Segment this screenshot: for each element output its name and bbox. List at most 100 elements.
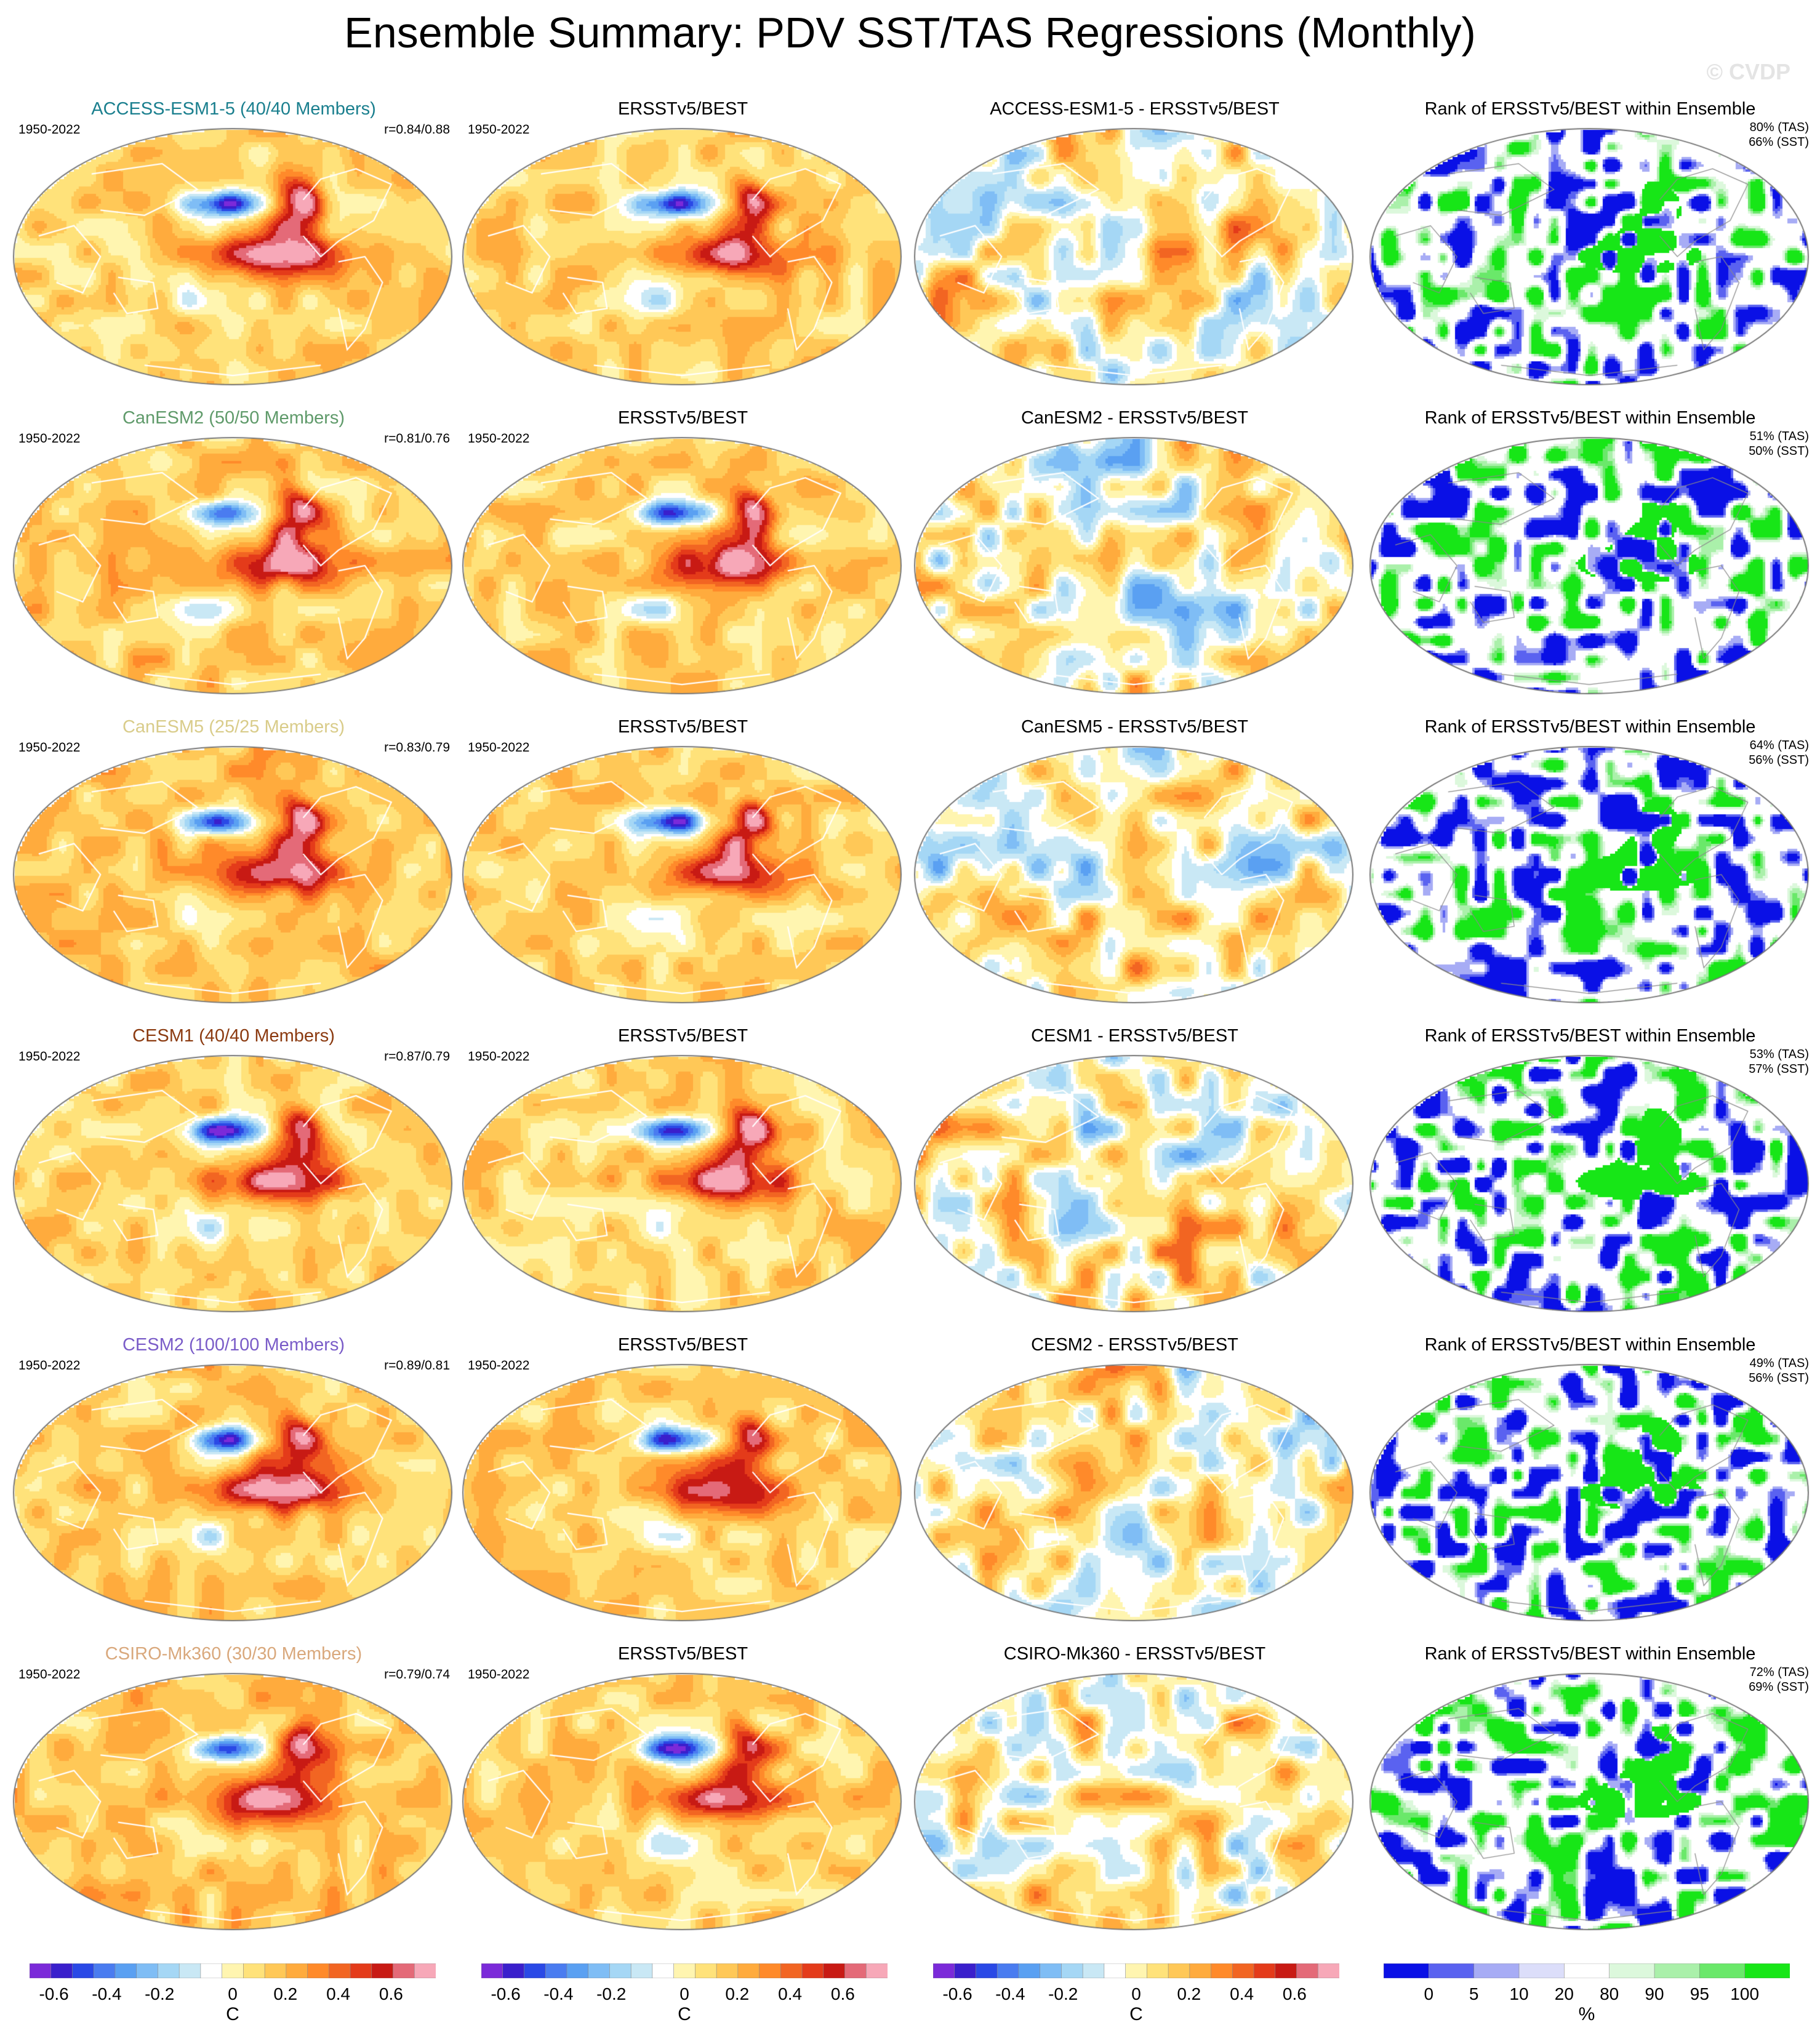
- colorbar-tick-label: 0.2: [725, 1984, 750, 2003]
- panel-title: Rank of ERSSTv5/BEST within Ensemble: [1424, 99, 1756, 119]
- difference-map: [913, 745, 1354, 1004]
- colorbar-swatch: [371, 1963, 394, 1979]
- colorbar-swatch: [588, 1963, 611, 1979]
- colorbar-swatch: [1040, 1963, 1062, 1979]
- colorbar-tick-label: 0: [679, 1984, 689, 2003]
- colorbar-rank: 0 5 10 20 80 90 95 100%: [1383, 1963, 1790, 2037]
- colorbar-tick-label: 10: [1509, 1984, 1529, 2003]
- rank-map: [1369, 127, 1810, 386]
- panel-title: CanESM5 (25/25 Members): [122, 717, 345, 737]
- map-panel: CanESM2 (50/50 Members)1950-2022r=0.81/0…: [6, 404, 461, 713]
- colorbar-swatch: [502, 1963, 525, 1979]
- panel-title: ACCESS-ESM1-5 - ERSSTv5/BEST: [990, 99, 1280, 119]
- regression-map: [462, 1054, 902, 1313]
- map-panel: ERSSTv5/BEST1950-2022: [455, 95, 910, 404]
- colorbar-swatch: [566, 1963, 589, 1979]
- map-panel: ERSSTv5/BEST1950-2022: [455, 404, 910, 713]
- colorbar-tick-label: 0.4: [778, 1984, 803, 2003]
- colorbar-swatch: [1275, 1963, 1297, 1979]
- colorbar-swatch: [630, 1963, 653, 1979]
- colorbar-swatch: [1473, 1963, 1520, 1979]
- map-panel: CanESM5 (25/25 Members)1950-2022r=0.83/0…: [6, 713, 461, 1022]
- figure-title: Ensemble Summary: PDV SST/TAS Regression…: [344, 9, 1476, 57]
- colorbar-unit: C: [678, 2004, 691, 2024]
- regression-map: [462, 127, 902, 386]
- colorbar-swatch: [1383, 1963, 1430, 1979]
- regression-map: [12, 745, 453, 1004]
- colorbar-tick-label: 95: [1690, 1984, 1709, 2003]
- colorbar-swatch: [1609, 1963, 1655, 1979]
- colorbar-swatch: [695, 1963, 717, 1979]
- colorbar-swatch: [1018, 1963, 1041, 1979]
- colorbar-tick-label: 80: [1600, 1984, 1619, 2003]
- map-panel: CSIRO-Mk360 - ERSSTv5/BEST: [907, 1640, 1362, 1949]
- map-panel: CanESM2 - ERSSTv5/BEST: [907, 404, 1362, 713]
- colorbar-swatch: [1296, 1963, 1319, 1979]
- regression-map: [12, 436, 453, 695]
- colorbar-tick-label: -0.4: [543, 1984, 574, 2003]
- colorbar-swatch: [481, 1963, 503, 1979]
- colorbar-swatch: [932, 1963, 955, 1979]
- colorbar-swatches: [29, 1963, 436, 1979]
- colorbar-unit: C: [226, 2004, 239, 2024]
- colorbar-regression-obs: -0.6 -0.4 -0.2 0 0.2 0.4 0.6 C: [481, 1963, 888, 2037]
- colorbar-regression: -0.6 -0.4 -0.2 0 0.2 0.4 0.6 C: [29, 1963, 436, 2037]
- colorbar-tick-label: 0: [1424, 1984, 1434, 2003]
- map-panel: Rank of ERSSTv5/BEST within Ensemble53% …: [1363, 1022, 1818, 1331]
- panel-title: CanESM2 - ERSSTv5/BEST: [1020, 408, 1249, 428]
- regression-map: [12, 1672, 453, 1931]
- colorbar-tick-label: -0.4: [995, 1984, 1025, 2003]
- map-panel: CESM1 (40/40 Members)1950-2022r=0.87/0.7…: [6, 1022, 461, 1331]
- colorbar-swatch: [780, 1963, 803, 1979]
- colorbar-swatches: [932, 1963, 1340, 1979]
- panel-title: CanESM2 (50/50 Members): [122, 408, 345, 428]
- map-panel: Rank of ERSSTv5/BEST within Ensemble49% …: [1363, 1331, 1818, 1640]
- rank-map: [1369, 436, 1810, 695]
- colorbar-swatch: [222, 1963, 244, 1979]
- colorbar-swatch: [759, 1963, 782, 1979]
- colorbar-swatch: [1744, 1963, 1790, 1979]
- colorbar-swatch: [1699, 1963, 1746, 1979]
- colorbar-swatch: [136, 1963, 159, 1979]
- difference-map: [913, 127, 1354, 386]
- panel-title: ERSSTv5/BEST: [617, 1026, 748, 1046]
- colorbar-swatch: [264, 1963, 287, 1979]
- colorbar-swatch: [93, 1963, 116, 1979]
- colorbar-swatch: [1317, 1963, 1340, 1979]
- map-panel: ACCESS-ESM1-5 (40/40 Members)1950-2022r=…: [6, 95, 461, 404]
- colorbar-swatch: [200, 1963, 223, 1979]
- regression-map: [462, 1363, 902, 1622]
- colorbar-swatches: [481, 1963, 888, 1979]
- colorbar-tick-label: 0: [228, 1984, 238, 2003]
- colorbar-tick-label: 5: [1469, 1984, 1479, 2003]
- regression-map: [462, 745, 902, 1004]
- colorbar-swatch: [1125, 1963, 1148, 1979]
- panel-title: CESM2 (100/100 Members): [122, 1335, 345, 1355]
- colorbar-swatch: [996, 1963, 1019, 1979]
- map-panel: CanESM5 - ERSSTv5/BEST: [907, 713, 1362, 1022]
- colorbar-swatch: [1082, 1963, 1105, 1979]
- colorbar-swatch: [1211, 1963, 1233, 1979]
- colorbar-swatch: [1147, 1963, 1169, 1979]
- colorbar-swatch: [1168, 1963, 1190, 1979]
- difference-map: [913, 436, 1354, 695]
- colorbar-tick-label: -0.2: [1048, 1984, 1078, 2003]
- panel-title: CESM2 - ERSSTv5/BEST: [1031, 1335, 1238, 1355]
- colorbar-tick-label: -0.6: [39, 1984, 69, 2003]
- colorbar-tick-label: 0.2: [1177, 1984, 1201, 2003]
- watermark: © CVDP: [1706, 59, 1790, 84]
- panel-title: ACCESS-ESM1-5 (40/40 Members): [91, 99, 376, 119]
- colorbar-tick-label: -0.4: [92, 1984, 122, 2003]
- colorbar-swatch: [737, 1963, 760, 1979]
- colorbar-swatch: [1232, 1963, 1254, 1979]
- colorbar-swatch: [243, 1963, 265, 1979]
- colorbar-swatches: [1383, 1963, 1790, 1979]
- regression-map: [462, 1672, 902, 1931]
- colorbar-unit: %: [1578, 2004, 1595, 2024]
- rank-map: [1369, 1672, 1810, 1931]
- colorbar-swatch: [844, 1963, 867, 1979]
- colorbar-swatch: [307, 1963, 330, 1979]
- colorbar-swatch: [329, 1963, 351, 1979]
- panel-title: Rank of ERSSTv5/BEST within Ensemble: [1424, 1026, 1756, 1046]
- colorbar-swatch: [29, 1963, 52, 1979]
